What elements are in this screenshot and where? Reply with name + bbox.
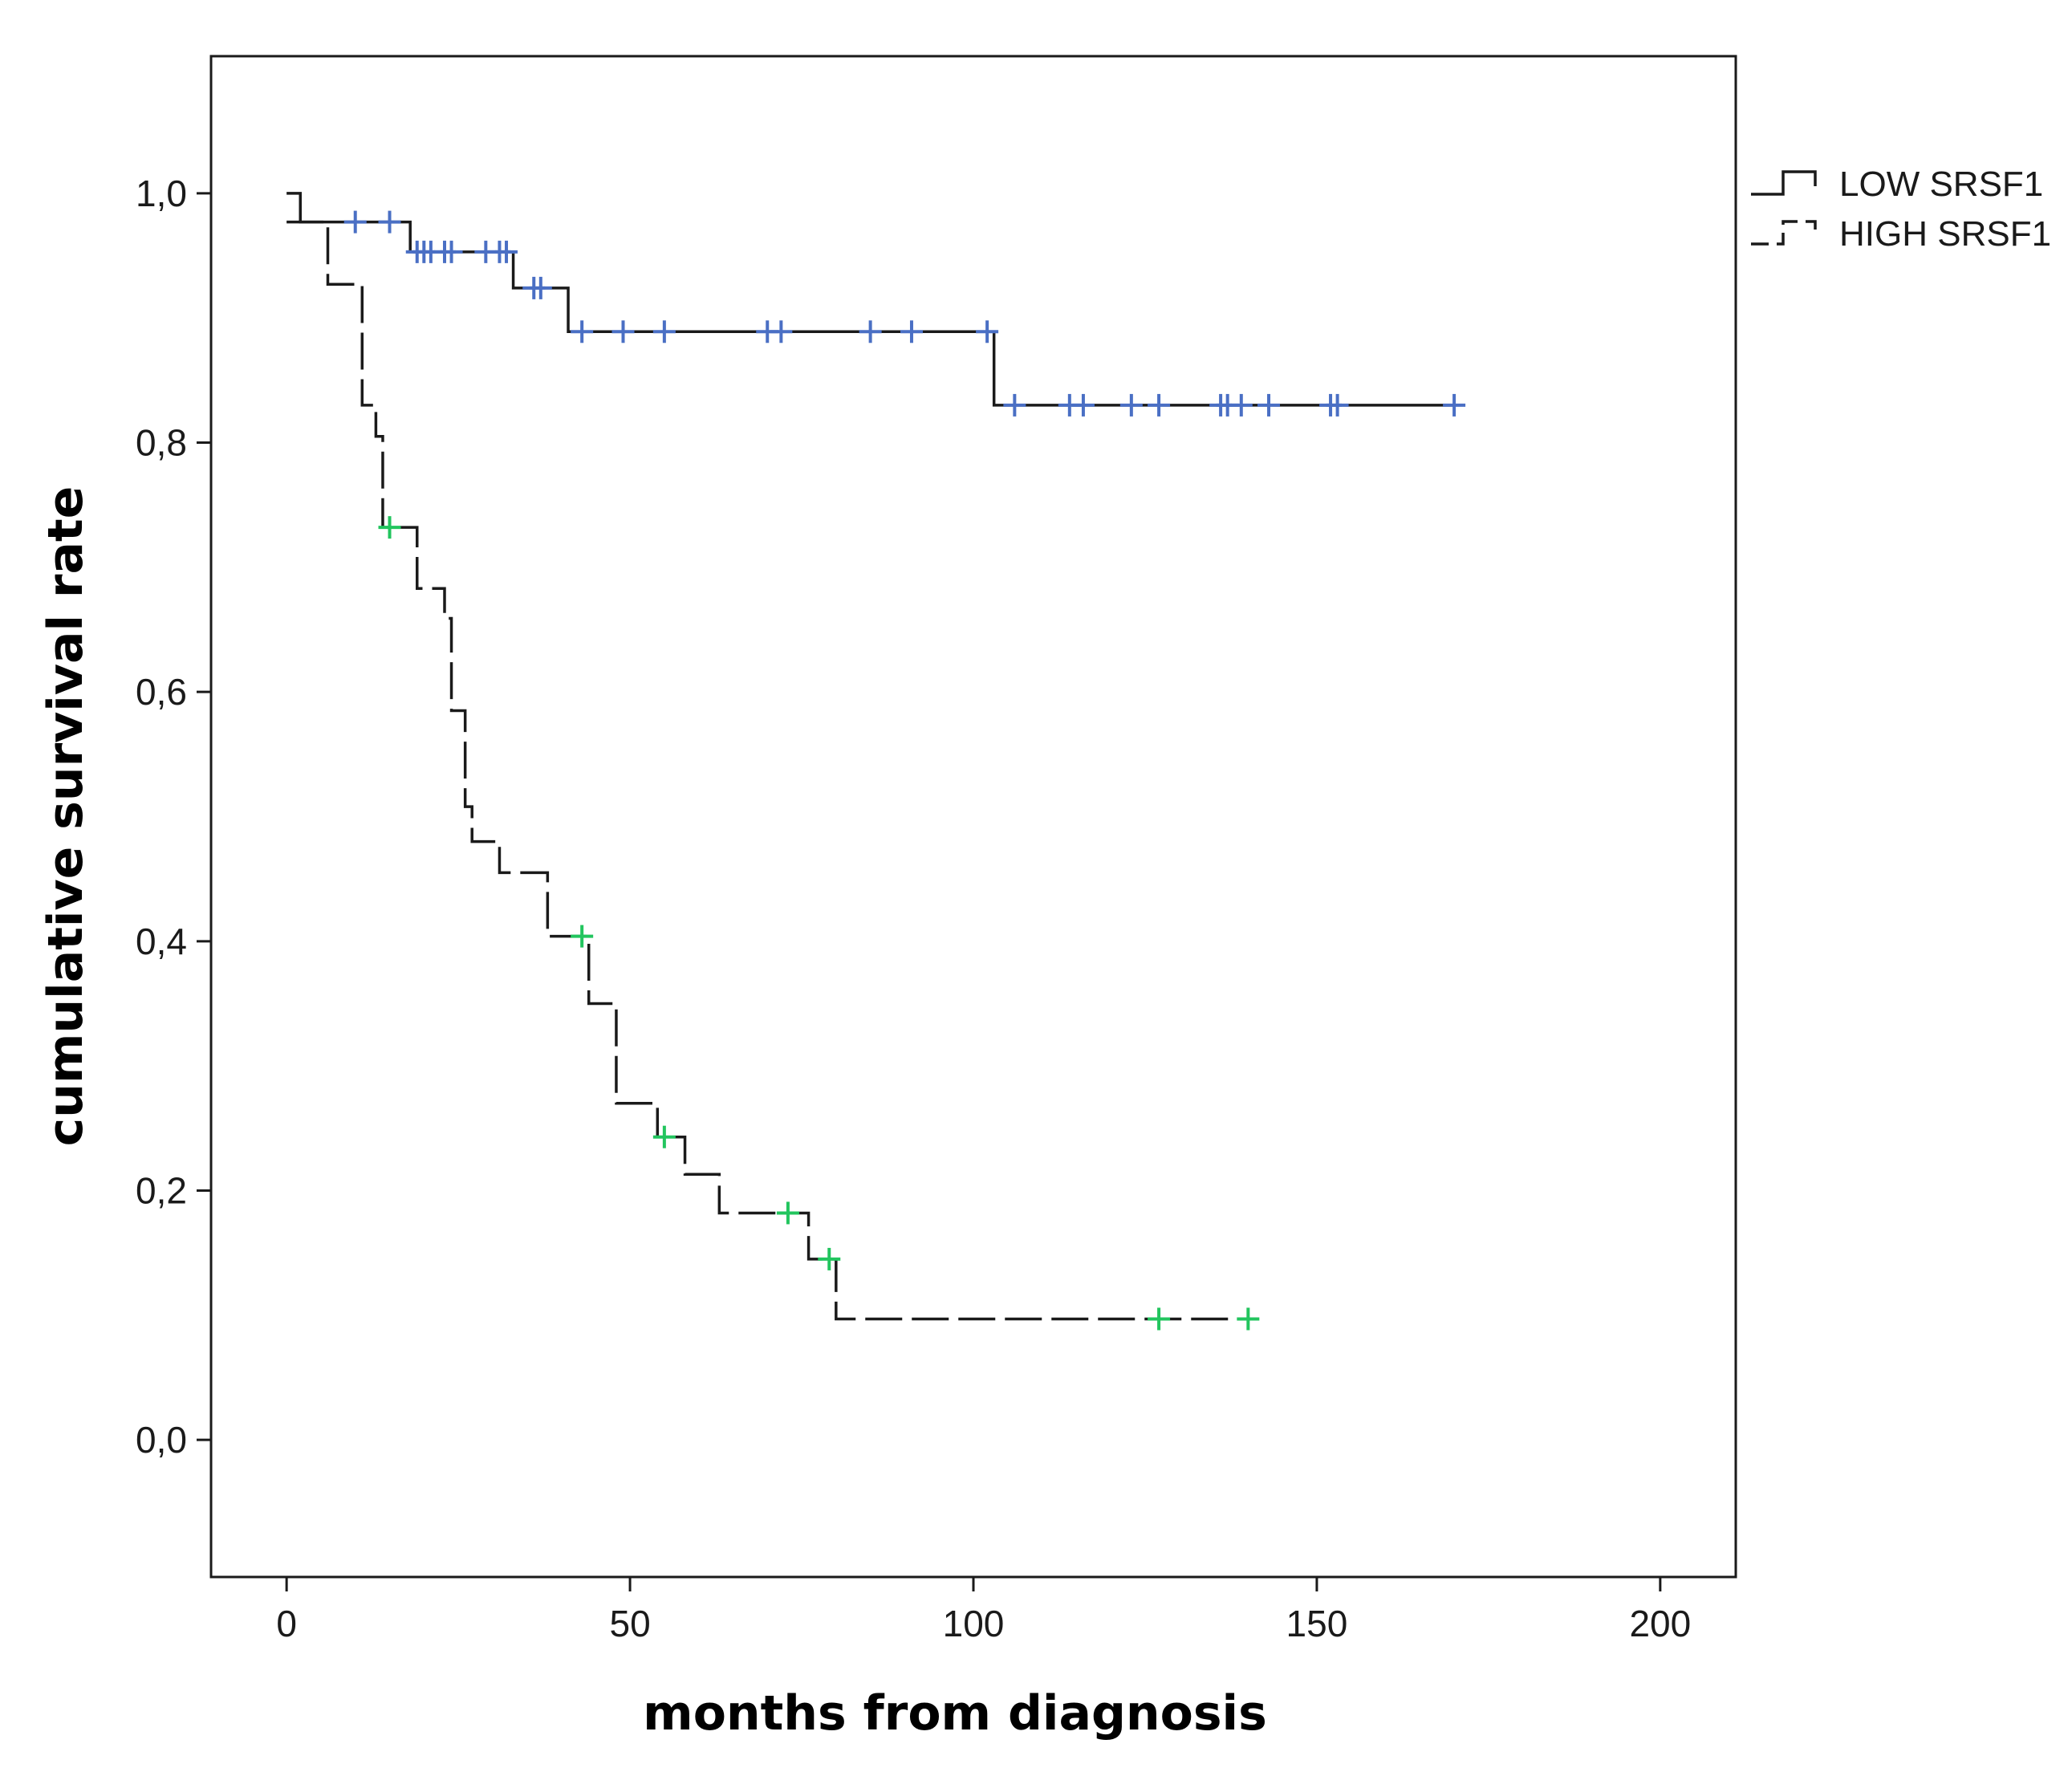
y-tick-label: 1,0	[136, 173, 187, 214]
censor-mark	[776, 1201, 799, 1225]
censor-mark	[1148, 393, 1171, 417]
censor-mark	[652, 320, 676, 343]
censor-mark	[818, 1247, 841, 1270]
censor-marks-low-srsf1	[343, 210, 1466, 417]
y-tick-label: 0,0	[136, 1419, 187, 1461]
censor-mark	[1119, 393, 1143, 417]
plot-frame	[209, 55, 1737, 1579]
censor-mark	[1326, 393, 1349, 417]
y-tick-label: 0,8	[136, 422, 187, 464]
x-tick-label: 50	[609, 1603, 650, 1644]
x-axis: 0 50 100 150 200	[276, 1577, 1691, 1644]
censor-mark	[1443, 393, 1466, 417]
censor-mark	[1148, 1307, 1171, 1331]
censor-mark	[900, 320, 923, 343]
y-tick-label: 0,2	[136, 1169, 187, 1211]
series-line-low-srsf1	[286, 192, 1455, 407]
x-tick-label: 0	[276, 1603, 297, 1644]
censor-mark	[1229, 393, 1253, 417]
x-tick-label: 200	[1629, 1603, 1691, 1644]
censor-mark	[378, 210, 401, 234]
censor-mark	[770, 320, 793, 343]
censor-mark	[1237, 1307, 1260, 1331]
y-axis-title: cumulative survival rate	[38, 486, 94, 1147]
censor-mark	[1071, 393, 1095, 417]
censor-mark	[440, 240, 463, 263]
censor-mark	[529, 276, 552, 299]
y-tick-label: 0,6	[136, 671, 187, 713]
legend-label: HIGH SRSF1	[1839, 214, 2051, 254]
censor-mark	[1003, 393, 1026, 417]
legend-swatch-low-srsf1	[1751, 170, 1817, 196]
censor-mark	[611, 320, 635, 343]
x-tick-label: 150	[1286, 1603, 1348, 1644]
censor-mark	[495, 240, 518, 263]
censor-mark	[378, 516, 401, 539]
censor-mark	[571, 320, 594, 343]
censor-mark	[859, 320, 882, 343]
legend: LOW SRSF1 HIGH SRSF1	[1751, 165, 2051, 254]
censor-mark	[343, 210, 367, 234]
series-line-high-srsf1	[286, 220, 1249, 1321]
legend-label: LOW SRSF1	[1839, 165, 2043, 204]
y-axis: 0,0 0,2 0,4 0,6 0,8 1,0	[136, 173, 211, 1461]
x-tick-label: 100	[943, 1603, 1005, 1644]
censor-mark	[976, 320, 999, 343]
legend-swatch-high-srsf1	[1751, 220, 1817, 246]
y-tick-label: 0,4	[136, 921, 187, 962]
censor-mark	[652, 1125, 676, 1148]
censor-mark	[571, 925, 594, 948]
x-axis-title: months from diagnosis	[643, 1685, 1267, 1742]
censor-marks-high-srsf1	[378, 516, 1260, 1331]
censor-mark	[1257, 393, 1281, 417]
series-layer	[286, 192, 1466, 1331]
